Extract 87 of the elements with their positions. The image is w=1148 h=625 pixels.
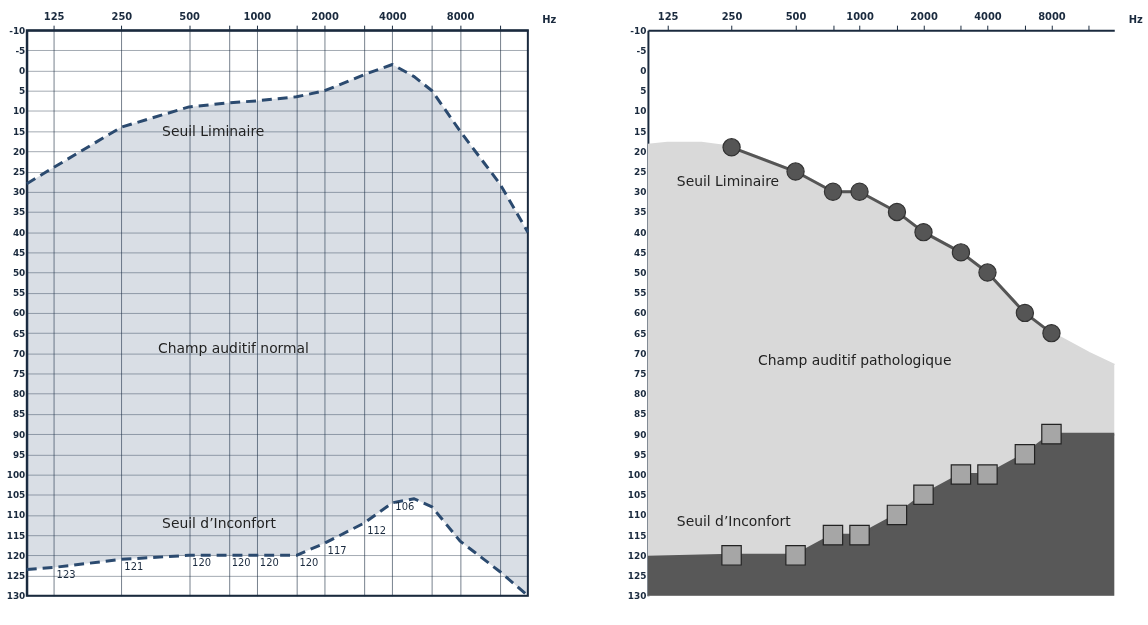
y-tick-label: 45 <box>634 247 647 258</box>
y-tick-label: -10 <box>9 25 26 36</box>
annotation: 120 <box>231 557 251 569</box>
y-tick-label: 65 <box>634 328 647 339</box>
x-tick-label: 8000 <box>446 10 475 22</box>
y-tick-label: 75 <box>12 369 26 379</box>
y-tick-label: -10 <box>630 25 647 36</box>
annotation: 112 <box>367 524 387 536</box>
y-tick-label: 100 <box>627 470 647 480</box>
y-tick-label: 10 <box>634 106 647 117</box>
y-tick-label: 65 <box>12 328 26 339</box>
x-tick-label: 500 <box>785 10 807 22</box>
x-tick-label: 1000 <box>846 10 874 22</box>
y-tick-label: -5 <box>636 45 647 56</box>
annotation: Champ auditif pathologique <box>757 351 952 368</box>
x-axis-title: Hz <box>542 13 557 25</box>
y-tick-label: 70 <box>12 348 26 359</box>
y-tick-label: 55 <box>12 288 26 299</box>
y-tick-label: 20 <box>12 146 26 157</box>
x-axis-title: Hz <box>1128 13 1143 25</box>
x-tick-label: 250 <box>721 10 743 22</box>
y-tick-label: 80 <box>634 389 647 400</box>
y-tick-label: 80 <box>12 389 26 400</box>
y-tick-label: 15 <box>12 126 26 137</box>
y-tick-label: 105 <box>627 490 647 501</box>
y-tick-label: 130 <box>6 591 26 602</box>
y-tick-label: 35 <box>634 207 647 218</box>
y-tick-label: 110 <box>627 510 647 521</box>
x-tick-label: 4000 <box>974 10 1002 22</box>
y-tick-label: 25 <box>12 167 26 178</box>
x-tick-label: 500 <box>179 10 201 22</box>
annotation: Seuil d’Inconfort <box>676 513 792 530</box>
y-tick-label: 75 <box>634 369 647 379</box>
annotation: 120 <box>192 557 212 569</box>
x-tick-label: 125 <box>43 10 65 22</box>
y-tick-label: 35 <box>12 207 26 218</box>
annotation: 120 <box>259 557 279 569</box>
y-tick-label: 60 <box>634 308 647 319</box>
y-tick-label: 70 <box>634 348 647 359</box>
y-tick-label: 95 <box>634 449 647 460</box>
y-tick-label: 90 <box>634 429 647 440</box>
y-tick-label: 40 <box>634 227 647 238</box>
x-tick-label: 1000 <box>243 10 272 22</box>
y-tick-label: -5 <box>15 45 26 56</box>
y-tick-label: 110 <box>6 510 26 521</box>
x-tick-label: 250 <box>111 10 133 22</box>
y-tick-label: 95 <box>12 449 26 460</box>
y-tick-label: 85 <box>12 409 26 420</box>
x-tick-label: 4000 <box>379 10 407 22</box>
annotation: 120 <box>299 557 319 569</box>
annotation: 106 <box>395 500 415 512</box>
y-tick-label: 125 <box>627 570 647 581</box>
y-tick-label: 60 <box>12 308 26 319</box>
annotation: Champ auditif normal <box>158 340 309 357</box>
y-tick-label: 5 <box>640 86 647 97</box>
annotation: 123 <box>56 569 76 581</box>
y-tick-label: 55 <box>634 288 647 299</box>
y-tick-label: 0 <box>640 66 647 77</box>
y-tick-label: 5 <box>19 86 26 97</box>
y-tick-label: 20 <box>634 146 647 157</box>
y-tick-label: 10 <box>12 106 26 117</box>
y-tick-label: 115 <box>6 530 26 541</box>
y-tick-label: 30 <box>12 187 26 198</box>
y-tick-label: 115 <box>627 530 647 541</box>
annotation: Seuil Liminaire <box>676 173 780 190</box>
y-tick-label: 0 <box>19 66 26 77</box>
y-tick-label: 25 <box>634 167 647 178</box>
y-tick-label: 120 <box>627 550 647 561</box>
y-tick-label: 30 <box>634 187 647 198</box>
y-tick-label: 85 <box>634 409 647 420</box>
y-tick-label: 15 <box>634 126 647 137</box>
y-tick-label: 125 <box>6 570 26 581</box>
y-tick-label: 45 <box>12 247 26 258</box>
y-tick-label: 130 <box>627 591 647 602</box>
annotation: 121 <box>124 561 144 573</box>
y-tick-label: 50 <box>12 268 26 279</box>
x-tick-label: 2000 <box>311 10 339 22</box>
x-tick-label: 125 <box>657 10 679 22</box>
y-tick-label: 100 <box>6 470 26 480</box>
y-tick-label: 90 <box>12 429 26 440</box>
y-tick-label: 105 <box>6 490 26 501</box>
y-tick-label: 40 <box>12 227 26 238</box>
x-tick-label: 8000 <box>1038 10 1066 22</box>
annotation: 117 <box>327 545 347 557</box>
y-tick-label: 120 <box>6 550 26 561</box>
y-tick-label: 50 <box>634 268 647 279</box>
x-tick-label: 2000 <box>910 10 938 22</box>
